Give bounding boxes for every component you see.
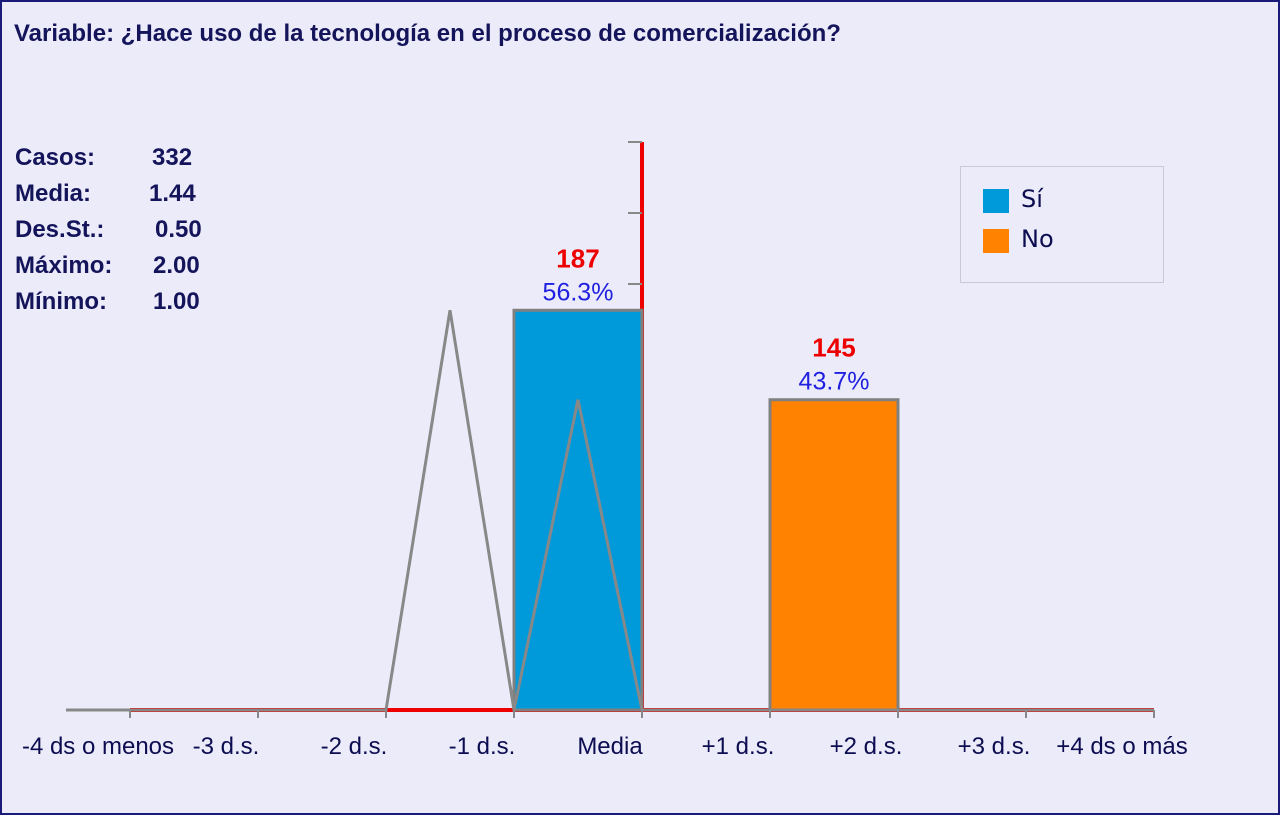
bar-count-label: 145	[812, 333, 855, 363]
bar-percent-label: 56.3%	[543, 278, 614, 306]
legend-label-no: No	[1021, 225, 1054, 253]
stat-label: Media:	[15, 180, 92, 207]
bar	[512, 308, 644, 712]
stat-value: 332	[152, 144, 193, 171]
chart-title: Variable: ¿Hace uso de la tecnología en …	[14, 20, 841, 47]
stat-value: 2.00	[153, 252, 200, 279]
x-tick-label: +2 d.s.	[830, 733, 903, 760]
stat-label: Casos:	[15, 144, 96, 171]
x-tick-label: Media	[577, 733, 643, 760]
stat-label: Des.St.:	[15, 216, 105, 243]
stat-value: 1.44	[149, 180, 196, 207]
x-tick-label: -1 d.s.	[449, 733, 516, 760]
legend-label-si: Sí	[1021, 185, 1043, 213]
x-tick-label: +3 d.s.	[958, 733, 1031, 760]
x-tick-label: +4 ds o más	[1056, 733, 1187, 760]
stat-value: 1.00	[153, 288, 200, 315]
stat-label: Máximo:	[15, 252, 113, 279]
bar-count-label: 187	[556, 243, 599, 273]
bar	[768, 398, 900, 712]
legend-swatch-si	[983, 189, 1009, 213]
legend: Sí No	[960, 166, 1164, 283]
stat-label: Mínimo:	[15, 288, 107, 315]
stat-value: 0.50	[155, 216, 202, 243]
x-tick-label: -3 d.s.	[193, 733, 260, 760]
x-tick-label: -2 d.s.	[321, 733, 388, 760]
frequency-polygon-line	[66, 310, 1154, 712]
x-tick-label: +1 d.s.	[702, 733, 775, 760]
bar-percent-label: 43.7%	[799, 368, 870, 396]
x-tick-label: -4 ds o menos	[22, 733, 174, 760]
legend-swatch-no	[983, 229, 1009, 253]
